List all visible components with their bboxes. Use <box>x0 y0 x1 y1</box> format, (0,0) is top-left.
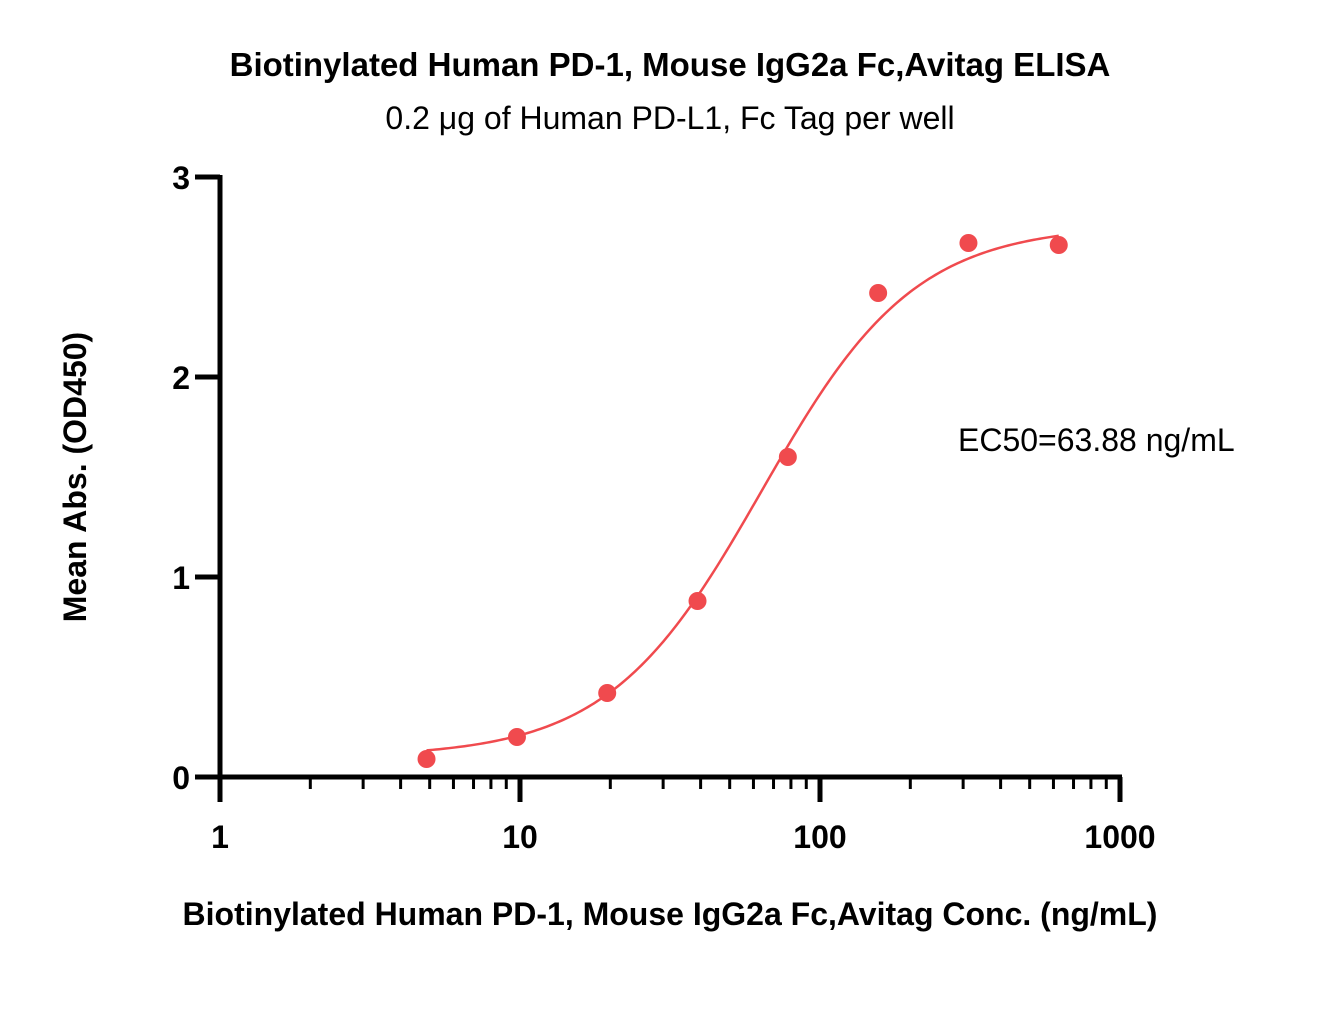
ec50-annotation: EC50=63.88 ng/mL <box>958 422 1235 458</box>
data-point <box>417 750 436 768</box>
y-ticks: 0 1 2 3 <box>172 160 220 796</box>
data-point <box>507 728 526 746</box>
data-point <box>598 684 617 702</box>
x-axis-title: Biotinylated Human PD-1, Mouse IgG2a Fc,… <box>183 896 1158 932</box>
x-tick-label: 100 <box>793 819 846 855</box>
x-tick-label: 10 <box>502 819 538 855</box>
y-tick-label: 1 <box>172 560 190 596</box>
data-point <box>778 448 797 466</box>
data-point <box>869 284 888 302</box>
data-points <box>417 234 1068 768</box>
axes <box>217 175 1122 802</box>
chart-title: Biotinylated Human PD-1, Mouse IgG2a Fc,… <box>229 46 1111 83</box>
data-point <box>959 234 978 252</box>
y-tick-label: 2 <box>172 360 190 396</box>
fit-curve <box>426 234 1059 752</box>
y-tick-label: 0 <box>172 760 190 796</box>
y-axis-title: Mean Abs. (OD450) <box>57 332 93 622</box>
chart-subtitle: 0.2 μg of Human PD-L1, Fc Tag per well <box>385 100 955 136</box>
data-point <box>1049 236 1068 254</box>
x-tick-label: 1 <box>211 819 229 855</box>
x-tick-label: 1000 <box>1084 819 1155 855</box>
y-tick-label: 3 <box>172 160 190 196</box>
data-point <box>688 592 707 610</box>
x-ticks: 1 10 100 1000 <box>211 777 1156 855</box>
